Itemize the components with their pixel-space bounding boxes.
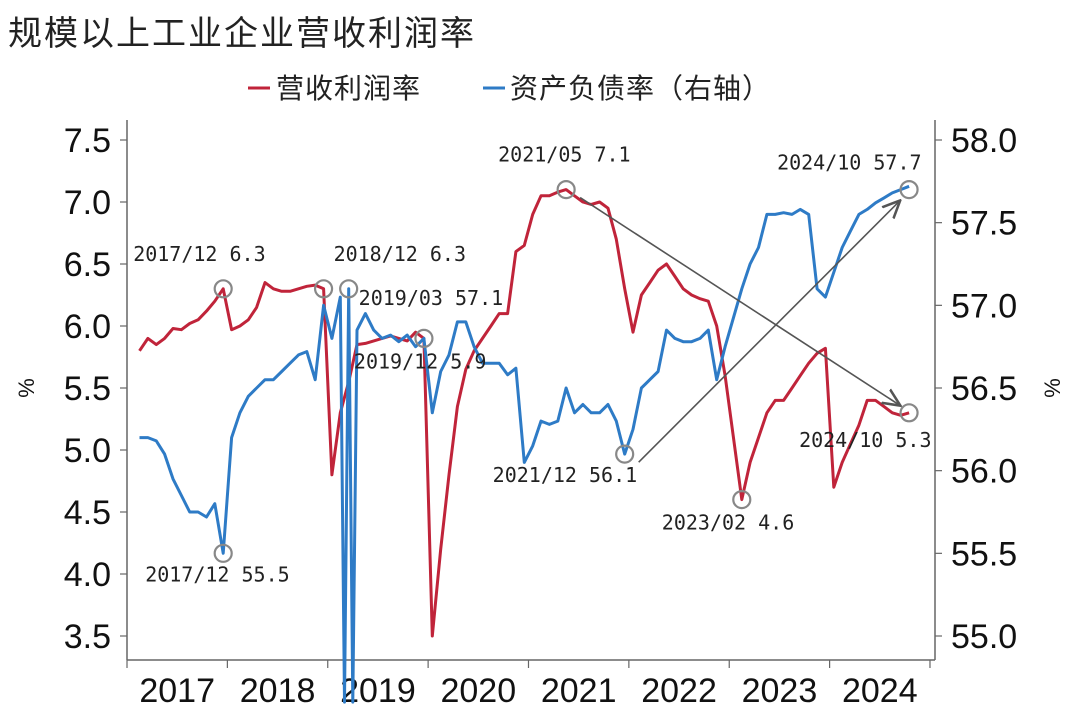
annotation-marker xyxy=(899,403,919,423)
left-tick-label: 4.5 xyxy=(64,494,111,532)
right-tick-label: 58.0 xyxy=(951,122,1017,160)
annotation-label: 2024/10 5.3 xyxy=(799,428,931,452)
left-tick-label: 6.5 xyxy=(64,246,111,284)
trend-arrow xyxy=(638,202,899,463)
annotation-marker xyxy=(732,490,752,510)
left-tick-label: 6.0 xyxy=(64,308,111,346)
right-tick-label: 57.0 xyxy=(951,287,1017,325)
annotation-marker xyxy=(213,279,233,299)
series-line-1 xyxy=(138,188,910,638)
x-tick-label: 2017 xyxy=(139,672,215,709)
legend-label-2: 资产负债率（右轴） xyxy=(510,72,771,105)
annotation-marker xyxy=(313,279,334,299)
annotation-marker xyxy=(556,180,576,200)
x-tick-label: 2024 xyxy=(842,672,918,709)
annotation-marker xyxy=(213,543,233,563)
right-tick-label: 57.5 xyxy=(951,205,1017,243)
series-line-2 xyxy=(139,184,910,704)
left-axis-unit: % xyxy=(14,378,39,398)
annotation-label: 2019/12 5.9 xyxy=(354,349,486,373)
left-tick-label: 3.5 xyxy=(64,618,111,656)
left-tick-label: 7.5 xyxy=(64,122,111,160)
x-tick-label: 2023 xyxy=(742,672,818,709)
annotation-marker xyxy=(615,444,635,464)
annotation-label: 2018/12 6.3 xyxy=(334,242,466,266)
right-tick-label: 56.5 xyxy=(951,370,1017,408)
annotation-label: 2021/12 56.1 xyxy=(493,463,638,487)
x-tick-label: 2018 xyxy=(240,672,316,709)
annotation-label: 2019/03 57.1 xyxy=(359,286,504,310)
trend-arrow xyxy=(579,196,899,405)
left-tick-label: 5.0 xyxy=(64,432,111,470)
x-tick-label: 2022 xyxy=(641,672,717,709)
right-tick-label: 56.0 xyxy=(951,453,1017,491)
legend-label-1: 营收利润率 xyxy=(276,72,421,105)
chart-title: 规模以上工业企业营收利润率 xyxy=(8,14,476,54)
annotation-marker xyxy=(414,328,434,348)
right-tick-label: 55.5 xyxy=(951,535,1017,573)
annotation-label: 2024/10 57.7 xyxy=(777,151,922,175)
right-tick-label: 55.0 xyxy=(951,618,1017,656)
annotation-label: 2023/02 4.6 xyxy=(662,511,794,535)
annotation-marker xyxy=(899,180,919,200)
left-tick-label: 4.0 xyxy=(64,556,111,594)
x-tick-label: 2020 xyxy=(440,672,516,709)
left-tick-label: 7.0 xyxy=(64,184,111,222)
x-tick-label: 2021 xyxy=(541,672,617,709)
annotation-label: 2021/05 7.1 xyxy=(498,143,630,167)
right-axis-unit: % xyxy=(1040,378,1065,398)
annotation-marker xyxy=(339,279,359,299)
annotation-label: 2017/12 55.5 xyxy=(145,562,290,586)
left-tick-label: 5.5 xyxy=(64,370,111,408)
annotation-label: 2017/12 6.3 xyxy=(133,242,265,266)
